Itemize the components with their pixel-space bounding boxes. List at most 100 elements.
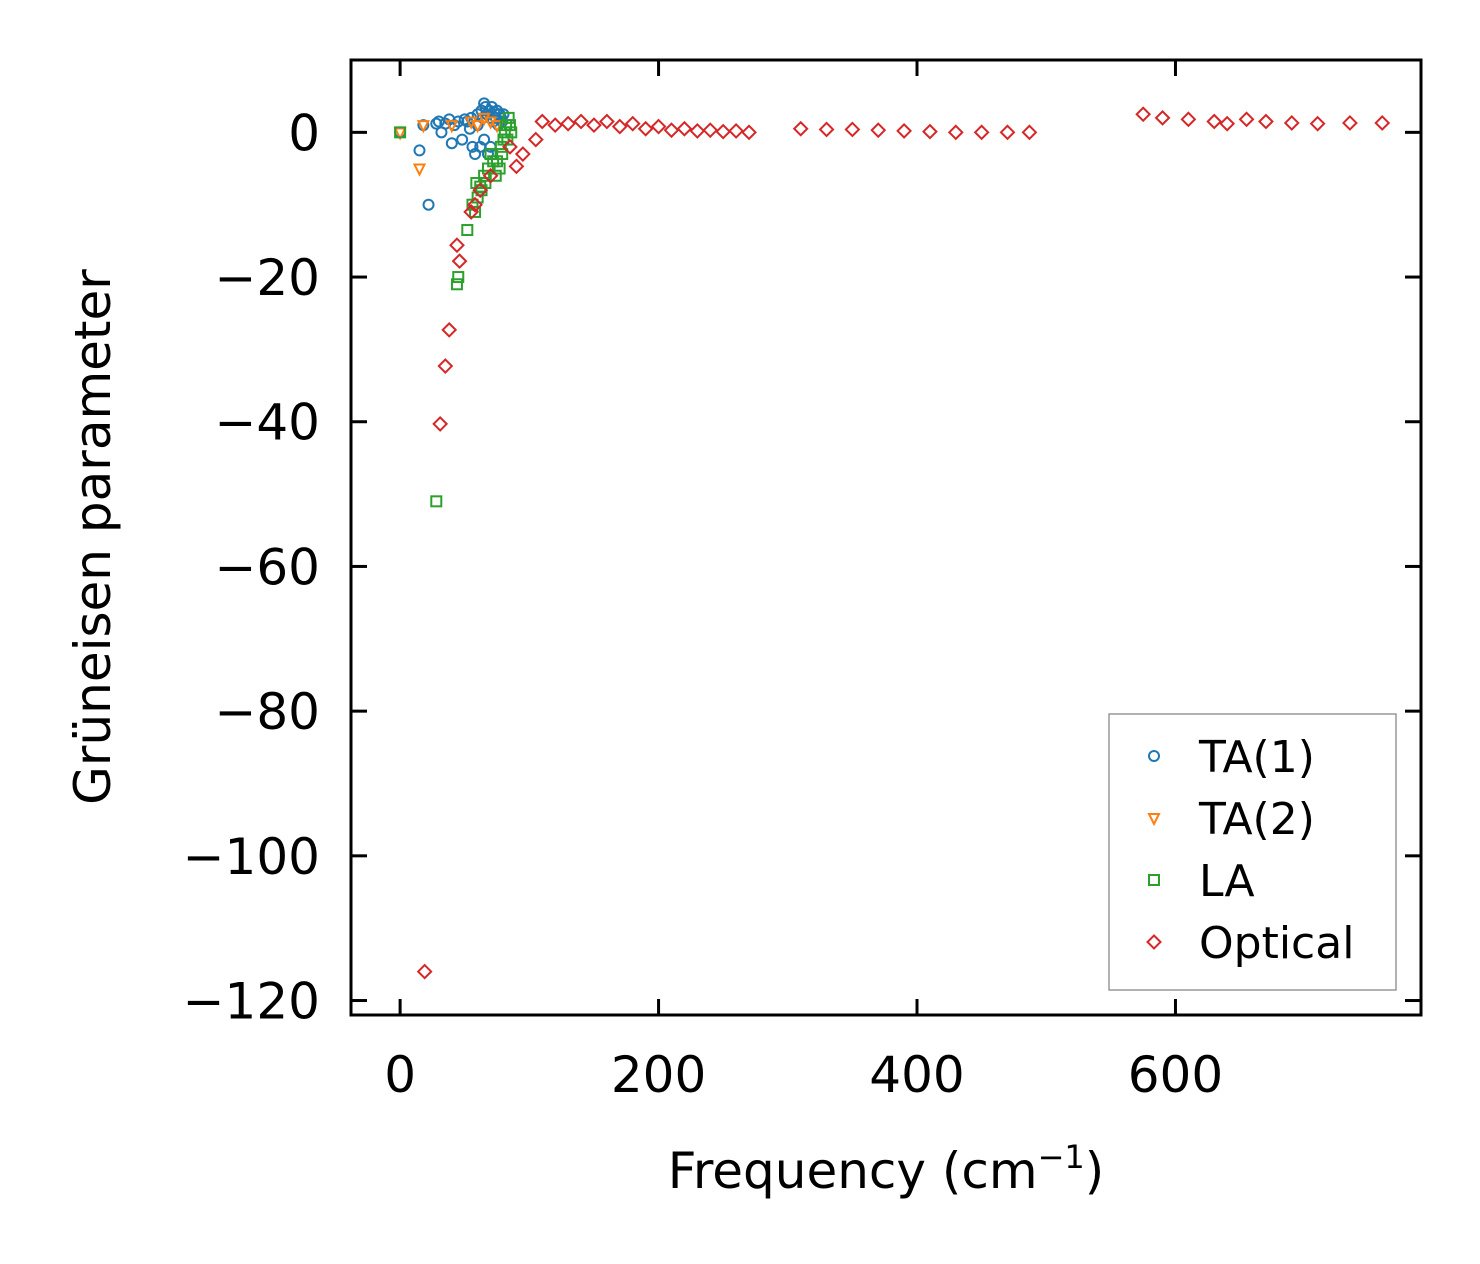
- data-point: [432, 415, 449, 432]
- axis-ticks: 0 200 400 600 0 −20 −40 −60 −80 −100 −120: [183, 60, 1421, 1104]
- y-tick-label: −60: [214, 538, 320, 596]
- legend-marker: [1148, 750, 1160, 762]
- data-point: [467, 196, 483, 213]
- data-point: [1374, 115, 1391, 131]
- data-point: [573, 113, 589, 130]
- data-point: [502, 138, 518, 155]
- x-tick-label: 600: [1128, 1046, 1223, 1104]
- data-point: [999, 124, 1016, 141]
- data-point: [430, 495, 443, 508]
- data-point: [598, 113, 615, 130]
- data-point: [650, 118, 667, 135]
- data-point: [637, 120, 654, 137]
- data-point: [611, 118, 628, 135]
- data-point: [1135, 106, 1152, 123]
- data-point: [472, 182, 489, 199]
- legend-marker: [1147, 813, 1161, 827]
- data-point: [947, 124, 964, 141]
- x-tick-label: 0: [384, 1046, 416, 1104]
- data-point: [478, 133, 491, 146]
- data-point: [560, 115, 577, 132]
- data-point: [508, 158, 525, 175]
- data-point: [503, 119, 516, 132]
- data-point: [456, 133, 469, 146]
- legend-label: Optical: [1199, 918, 1354, 969]
- legend-item: TA(2): [1147, 794, 1315, 845]
- legend-label: LA: [1199, 856, 1255, 907]
- data-point: [586, 117, 602, 134]
- y-tick-label: −100: [183, 828, 320, 886]
- data-point: [870, 122, 887, 139]
- data-point: [1283, 115, 1300, 131]
- data-point: [741, 124, 757, 141]
- data-point: [973, 124, 990, 141]
- y-tick-label: −20: [214, 249, 320, 307]
- data-point: [478, 169, 491, 182]
- legend-label: TA(2): [1198, 794, 1315, 845]
- data-point: [449, 237, 465, 254]
- data-point: [469, 205, 482, 218]
- legend-marker: [1146, 934, 1162, 950]
- y-tick-label: −40: [214, 394, 320, 452]
- data-point: [1021, 124, 1038, 141]
- y-tick-label: −80: [214, 683, 320, 741]
- data-point: [1238, 111, 1255, 128]
- data-point: [1206, 113, 1223, 130]
- data-point: [547, 117, 564, 134]
- data-point: [432, 115, 445, 128]
- data-point: [493, 162, 506, 175]
- data-point: [466, 140, 479, 153]
- y-tick-label: −120: [183, 973, 320, 1031]
- data-point: [527, 131, 544, 148]
- data-point: [494, 140, 507, 153]
- data-point: [663, 122, 680, 139]
- data-point: [416, 120, 430, 134]
- data-point: [501, 133, 514, 146]
- data-point: [422, 198, 435, 211]
- data-point: [702, 122, 719, 139]
- data-point: [534, 113, 551, 130]
- data-point: [1180, 111, 1197, 128]
- data-point: [792, 120, 809, 137]
- data-point: [445, 137, 458, 150]
- data-point: [514, 146, 531, 162]
- plot-frame: [349, 58, 1423, 1017]
- data-point: [412, 163, 427, 177]
- legend-label: TA(1): [1198, 732, 1315, 783]
- series-optical: [416, 106, 1391, 980]
- x-axis-label: Frequency (cm−1): [668, 1138, 1105, 1200]
- data-point: [484, 148, 497, 161]
- data-point: [689, 122, 706, 139]
- series-la: [394, 111, 518, 508]
- data-point: [818, 121, 835, 138]
- data-point: [441, 321, 458, 338]
- data-point: [896, 122, 913, 139]
- data-point: [451, 253, 468, 270]
- legend-item: TA(1): [1148, 732, 1315, 783]
- data-point: [489, 169, 502, 182]
- data-point: [505, 126, 518, 139]
- legend-marker: [1148, 874, 1160, 886]
- data-point: [458, 113, 471, 126]
- data-point: [1309, 115, 1326, 132]
- data-point: [844, 121, 861, 138]
- y-axis-label: Grüneisen parameter: [64, 269, 122, 805]
- data-point: [1342, 115, 1358, 131]
- data-point: [715, 123, 732, 140]
- data-point: [1219, 115, 1236, 132]
- data-point: [452, 271, 465, 284]
- data-point: [728, 122, 745, 139]
- y-tick-label: 0: [288, 104, 320, 162]
- data-point: [496, 148, 509, 161]
- data-point: [1258, 113, 1274, 130]
- x-tick-label: 200: [611, 1046, 706, 1104]
- legend-item: Optical: [1146, 918, 1354, 969]
- data-point: [471, 120, 485, 134]
- data-point: [445, 120, 459, 134]
- data-points: [393, 97, 1391, 980]
- x-tick-label: 400: [869, 1046, 964, 1104]
- legend-item: LA: [1148, 856, 1255, 907]
- data-point: [437, 358, 454, 374]
